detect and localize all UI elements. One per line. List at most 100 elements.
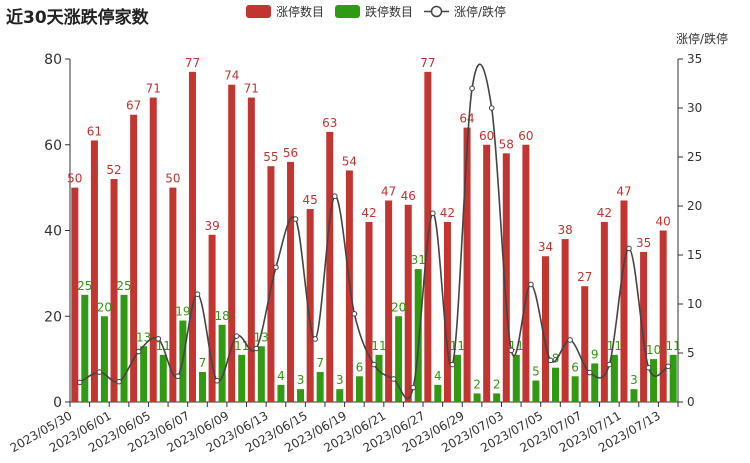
bar-limit-up [542, 256, 550, 402]
bar-limit-up [267, 166, 275, 402]
bar-value-label: 38 [557, 223, 572, 237]
bar-value-label: 47 [381, 184, 396, 198]
bar-value-label: 25 [77, 279, 92, 293]
bar-limit-up [502, 153, 510, 402]
bar-value-label: 60 [518, 129, 533, 143]
legend-label: 涨停数目 [276, 4, 324, 19]
bar-value-label: 11 [156, 339, 171, 353]
ratio-point [430, 210, 436, 217]
bar-value-label: 19 [175, 305, 190, 319]
bar-value-label: 39 [204, 219, 219, 233]
bar-limit-down [669, 354, 677, 402]
bar-value-label: 13 [254, 330, 269, 344]
bar-value-label: 8 [552, 352, 560, 366]
bar-limit-up [71, 187, 79, 402]
bar-value-label: 56 [283, 146, 298, 160]
bar-value-label: 11 [450, 339, 465, 353]
ratio-point [528, 281, 534, 288]
bar-limit-down [198, 371, 206, 402]
bar-limit-down [395, 316, 403, 402]
bar-value-label: 45 [303, 193, 318, 207]
bar-value-label: 42 [361, 206, 376, 220]
y-right-tick-label: 15 [687, 248, 702, 262]
chart-title: 近30天涨跌停家数 [6, 8, 149, 28]
bar-value-label: 71 [244, 82, 259, 96]
legend-swatch[interactable] [335, 5, 360, 18]
bar-limit-down [100, 316, 108, 402]
bar-value-label: 71 [146, 82, 161, 96]
legend-swatch[interactable] [246, 5, 271, 18]
bar-limit-up [385, 200, 393, 402]
bar-limit-down [297, 389, 305, 402]
ratio-point [194, 291, 201, 298]
y-left-tick-label: 60 [44, 138, 62, 154]
bar-value-label: 18 [214, 309, 229, 323]
bar-limit-up [208, 234, 216, 402]
ratio-point [273, 264, 279, 271]
bar-value-label: 74 [224, 69, 239, 83]
bar-value-label: 9 [591, 347, 599, 361]
bar-value-label: 6 [571, 360, 579, 374]
bar-limit-down [591, 363, 599, 402]
bar-value-label: 20 [391, 300, 406, 314]
bar-limit-down [532, 380, 540, 402]
bar-value-label: 31 [411, 253, 426, 267]
bar-limit-down [238, 354, 246, 402]
y-right-tick-label: 35 [687, 52, 702, 66]
bar-limit-up [620, 200, 628, 402]
ratio-point [135, 348, 142, 355]
y-left-tick-label: 40 [44, 224, 62, 240]
bar-value-label: 47 [616, 184, 631, 198]
bar-limit-up [169, 187, 177, 402]
bar-value-label: 61 [87, 124, 102, 138]
bar-limit-down [650, 359, 658, 402]
bar-value-label: 42 [597, 206, 612, 220]
ratio-point [606, 361, 613, 368]
ratio-point [567, 337, 573, 343]
bar-value-label: 10 [646, 343, 661, 357]
ratio-point [488, 105, 495, 111]
ratio-point [547, 357, 554, 364]
bar-limit-up [149, 97, 157, 403]
bar-limit-up [561, 239, 569, 402]
bar-value-label: 54 [342, 154, 357, 168]
ratio-point [665, 363, 671, 370]
bar-value-label: 46 [401, 189, 416, 203]
ratio-point [77, 379, 83, 386]
bar-value-label: 4 [277, 369, 285, 383]
bar-value-label: 2 [493, 377, 501, 391]
ratio-point [449, 361, 456, 368]
bar-value-label: 55 [263, 150, 278, 164]
legend-label: 涨停/跌停 [454, 4, 506, 19]
legend-label: 跌停数目 [365, 4, 413, 19]
ratio-point [292, 216, 299, 222]
bar-limit-up [365, 221, 373, 402]
y-right-tick-label: 5 [687, 346, 695, 360]
y-right-tick-label: 10 [687, 297, 702, 311]
bar-limit-up [306, 209, 314, 402]
bar-value-label: 40 [656, 215, 671, 229]
bar-limit-up [581, 286, 589, 402]
ratio-point [214, 377, 220, 384]
bar-value-label: 60 [479, 129, 494, 143]
bar-value-label: 11 [666, 339, 681, 353]
ratio-point [96, 369, 103, 375]
ratio-point [253, 345, 260, 352]
ratio-point [410, 384, 417, 391]
ratio-point [645, 364, 652, 371]
bar-limit-up [483, 144, 491, 402]
bar-limit-down [159, 354, 167, 402]
bar-limit-down [571, 376, 579, 402]
ratio-point [626, 245, 632, 252]
bar-limit-down [257, 346, 265, 402]
bar-value-label: 27 [577, 270, 592, 284]
bar-limit-down [120, 294, 128, 402]
bar-limit-down [375, 354, 383, 402]
bar-value-label: 52 [106, 163, 121, 177]
legend-swatch-marker[interactable] [430, 5, 443, 18]
ratio-point [331, 193, 338, 199]
bar-value-label: 7 [199, 356, 207, 370]
bar-limit-up [443, 221, 451, 402]
bar-limit-down [453, 354, 461, 402]
